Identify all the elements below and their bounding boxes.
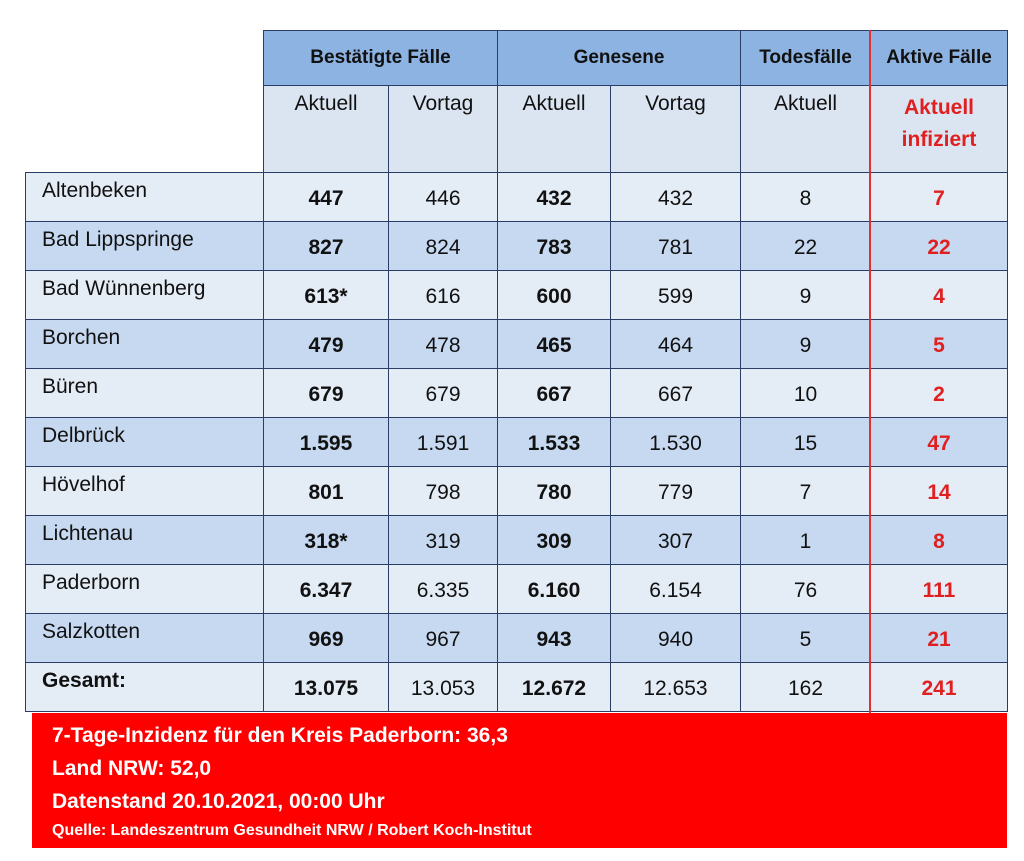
cell: 940 [610, 613, 741, 663]
cell: 241 [870, 662, 1008, 712]
row-label: Paderborn [25, 564, 264, 614]
cell: 21 [870, 613, 1008, 663]
row-label: Gesamt: [25, 662, 264, 712]
cell: 5 [740, 613, 871, 663]
row-label: Büren [25, 368, 264, 418]
group-header: Todesfälle [740, 30, 871, 86]
cell: 1.533 [497, 417, 611, 467]
footer-line: Land NRW: 52,0 [52, 757, 212, 780]
cell: 8 [740, 172, 871, 222]
cell: 9 [740, 319, 871, 369]
cell: 779 [610, 466, 741, 516]
cell: 15 [740, 417, 871, 467]
cell: 2 [870, 368, 1008, 418]
cell: 827 [263, 221, 389, 271]
cell: 967 [388, 613, 498, 663]
cell: 10 [740, 368, 871, 418]
row-label: Delbrück [25, 417, 264, 467]
cell: 9 [740, 270, 871, 320]
cell: 318* [263, 515, 389, 565]
cell: 8 [870, 515, 1008, 565]
cell: 47 [870, 417, 1008, 467]
cell: 780 [497, 466, 611, 516]
cell: 6.335 [388, 564, 498, 614]
cell: 801 [263, 466, 389, 516]
cell: 679 [263, 368, 389, 418]
sub-header: Vortag [610, 85, 741, 173]
footer: 7-Tage-Inzidenz für den Kreis Paderborn:… [32, 713, 1007, 848]
footer-line: Datenstand 20.10.2021, 00:00 Uhr [52, 790, 385, 813]
cell: 464 [610, 319, 741, 369]
cell: 781 [610, 221, 741, 271]
cell: 798 [388, 466, 498, 516]
divider [869, 30, 871, 713]
cell: 22 [740, 221, 871, 271]
cell: 478 [388, 319, 498, 369]
cell: 432 [610, 172, 741, 222]
cell: 446 [388, 172, 498, 222]
row-label: Salzkotten [25, 613, 264, 663]
cell: 783 [497, 221, 611, 271]
cell: 7 [870, 172, 1008, 222]
group-header: Aktive Fälle [870, 30, 1008, 86]
row-label: Altenbeken [25, 172, 264, 222]
cell: 13.053 [388, 662, 498, 712]
cell: 943 [497, 613, 611, 663]
row-label: Bad Wünnenberg [25, 270, 264, 320]
cell: 479 [263, 319, 389, 369]
cell: 6.154 [610, 564, 741, 614]
row-label: Bad Lippspringe [25, 221, 264, 271]
cell: 12.672 [497, 662, 611, 712]
cell: 162 [740, 662, 871, 712]
cell: 7 [740, 466, 871, 516]
cell: 14 [870, 466, 1008, 516]
cell: 824 [388, 221, 498, 271]
cell: 599 [610, 270, 741, 320]
cell: 969 [263, 613, 389, 663]
cell: 679 [388, 368, 498, 418]
cell: 309 [497, 515, 611, 565]
footer-line: 7-Tage-Inzidenz für den Kreis Paderborn:… [52, 724, 508, 747]
cell: 432 [497, 172, 611, 222]
cell: 1.530 [610, 417, 741, 467]
cell: 307 [610, 515, 741, 565]
sub-header: Aktuell infiziert [870, 85, 1008, 173]
cell: 616 [388, 270, 498, 320]
cell: 1.595 [263, 417, 389, 467]
sub-header: Aktuell [740, 85, 871, 173]
cell: 319 [388, 515, 498, 565]
group-header: Bestätigte Fälle [263, 30, 498, 86]
cell: 613* [263, 270, 389, 320]
cell: 667 [610, 368, 741, 418]
sub-header: Aktuell [497, 85, 611, 173]
group-header: Genesene [497, 30, 741, 86]
row-label: Borchen [25, 319, 264, 369]
cell: 13.075 [263, 662, 389, 712]
cell: 600 [497, 270, 611, 320]
cell: 465 [497, 319, 611, 369]
cell: 6.347 [263, 564, 389, 614]
cell: 76 [740, 564, 871, 614]
cell: 12.653 [610, 662, 741, 712]
sub-header: Vortag [388, 85, 498, 173]
cell: 667 [497, 368, 611, 418]
cell: 5 [870, 319, 1008, 369]
cell: 1.591 [388, 417, 498, 467]
cell: 1 [740, 515, 871, 565]
row-label: Hövelhof [25, 466, 264, 516]
cell: 447 [263, 172, 389, 222]
sub-header: Aktuell [263, 85, 389, 173]
cell: 22 [870, 221, 1008, 271]
footer-source: Quelle: Landeszentrum Gesundheit NRW / R… [52, 822, 532, 839]
cell: 6.160 [497, 564, 611, 614]
cell: 4 [870, 270, 1008, 320]
cell: 111 [870, 564, 1008, 614]
row-label: Lichtenau [25, 515, 264, 565]
